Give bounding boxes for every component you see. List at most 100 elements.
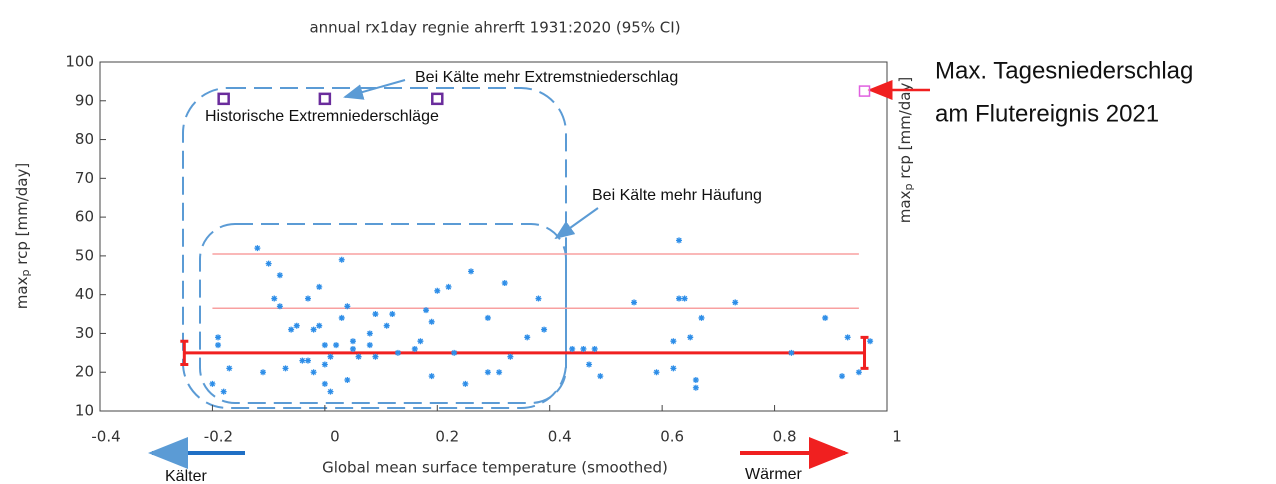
point [445,283,452,290]
point [428,373,435,380]
point [321,380,328,387]
point [858,85,871,97]
point [333,342,340,349]
point [288,326,295,333]
point [217,92,230,106]
point [349,338,356,345]
y2-axis-label: maxp rcp [mm/day] [896,77,916,223]
point [355,353,362,360]
y-tick-label: 10 [75,402,94,420]
point [316,322,323,329]
annotation: Max. Tagesniederschlag [935,57,1193,84]
point [215,334,222,341]
point [524,334,531,341]
point [569,345,576,352]
point [372,311,379,318]
point [468,268,475,275]
point [349,345,356,352]
y-tick-label: 40 [75,285,94,303]
point [423,307,430,314]
point [788,349,795,356]
point [698,314,705,321]
point [304,295,311,302]
point [265,260,272,267]
point [451,349,458,356]
point [366,342,373,349]
error-bar [180,339,189,366]
x-tick-label: 1 [892,428,902,446]
point [822,314,829,321]
point [591,345,598,352]
point [321,342,328,349]
annotation-box [182,87,567,409]
annotation: Historische Extremniederschläge [205,108,439,125]
y-tick-label: 20 [75,363,94,381]
point [327,353,334,360]
point [580,345,587,352]
point [434,287,441,294]
point [867,338,874,345]
annotation: Bei Kälte mehr Extremstniederschlag [415,69,678,86]
point [496,369,503,376]
point [541,326,548,333]
y-tick-label: 90 [75,91,94,109]
point [344,303,351,310]
point [276,272,283,279]
x-tick-label: 0.8 [773,428,797,446]
y-tick-label: 30 [75,324,94,342]
point [276,303,283,310]
point [670,338,677,345]
point [220,388,227,395]
annotation: am Flutereignis 2021 [935,100,1159,127]
annotation: Wärmer [745,466,803,483]
point [389,311,396,318]
point [366,330,373,337]
point [293,322,300,329]
annotation-arrow [343,79,406,100]
point [681,295,688,302]
point [855,369,862,376]
y-tick-label: 70 [75,169,94,187]
point [586,361,593,368]
x-tick-label: 0.4 [548,428,572,446]
point [327,388,334,395]
annotation-arrow [554,207,599,240]
point [316,283,323,290]
point [484,314,491,321]
y-tick-label: 100 [65,53,94,71]
error-bar [860,335,869,370]
point [310,369,317,376]
point [484,369,491,376]
chart-title: annual rx1day regnie ahrerft 1931:2020 (… [309,19,680,37]
annotation: Bei Kälte mehr Häufung [592,187,762,204]
x-tick-label: 0.2 [435,428,459,446]
x-tick-label: -0.4 [91,428,120,446]
point [692,384,699,391]
annotation: Kälter [165,468,207,484]
point [844,334,851,341]
point [338,314,345,321]
point [344,376,351,383]
point [260,369,267,376]
y-tick-label: 80 [75,130,94,148]
y-axis-label: maxp rcp [mm/day] [13,163,33,309]
x-tick-label: 0 [330,428,340,446]
y-tick-label: 60 [75,208,94,226]
x-axis-label: Global mean surface temperature (smoothe… [322,459,668,477]
point [501,280,508,287]
y-tick-label: 50 [75,246,94,264]
point [676,295,683,302]
point [597,373,604,380]
plot-frame [99,61,888,412]
point [271,295,278,302]
point [732,299,739,306]
point [394,349,401,356]
point [417,338,424,345]
point [318,92,332,106]
point [338,256,345,263]
point [304,357,311,364]
point [321,361,328,368]
point [670,365,677,372]
point [653,369,660,376]
point [215,342,222,349]
